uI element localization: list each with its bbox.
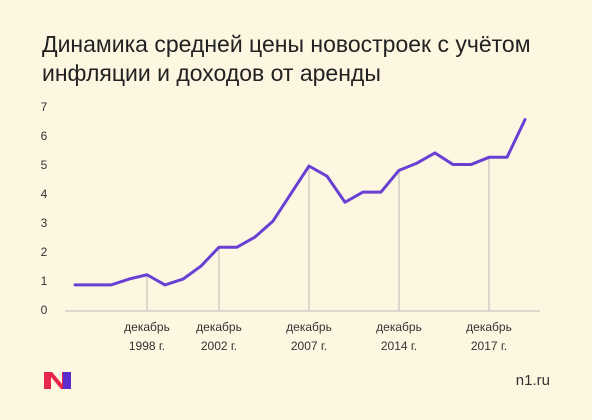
chart-title: Динамика средней цены новостроек с учёто… bbox=[42, 31, 531, 86]
x-tick-label: декабрь 2007 г. bbox=[286, 320, 332, 353]
logo bbox=[44, 372, 71, 389]
x-tick-label: декабрь 2017 г. bbox=[466, 320, 512, 353]
site-link: n1.ru bbox=[515, 372, 550, 389]
x-tick-label: декабрь 1998 г. bbox=[124, 320, 170, 353]
y-tick-label: 3 bbox=[41, 216, 48, 230]
data-line bbox=[73, 118, 527, 287]
x-tick-label: декабрь 2002 г. bbox=[196, 320, 242, 353]
y-tick-label: 7 bbox=[41, 100, 48, 114]
y-tick-label: 2 bbox=[41, 245, 48, 259]
y-tick-label: 4 bbox=[41, 187, 48, 201]
y-tick-label: 5 bbox=[41, 158, 48, 172]
y-tick-label: 6 bbox=[41, 129, 48, 143]
x-tick-label: декабрь 2014 г. bbox=[376, 320, 422, 353]
y-tick-label: 1 bbox=[41, 274, 48, 288]
y-tick-label: 0 bbox=[41, 303, 48, 317]
